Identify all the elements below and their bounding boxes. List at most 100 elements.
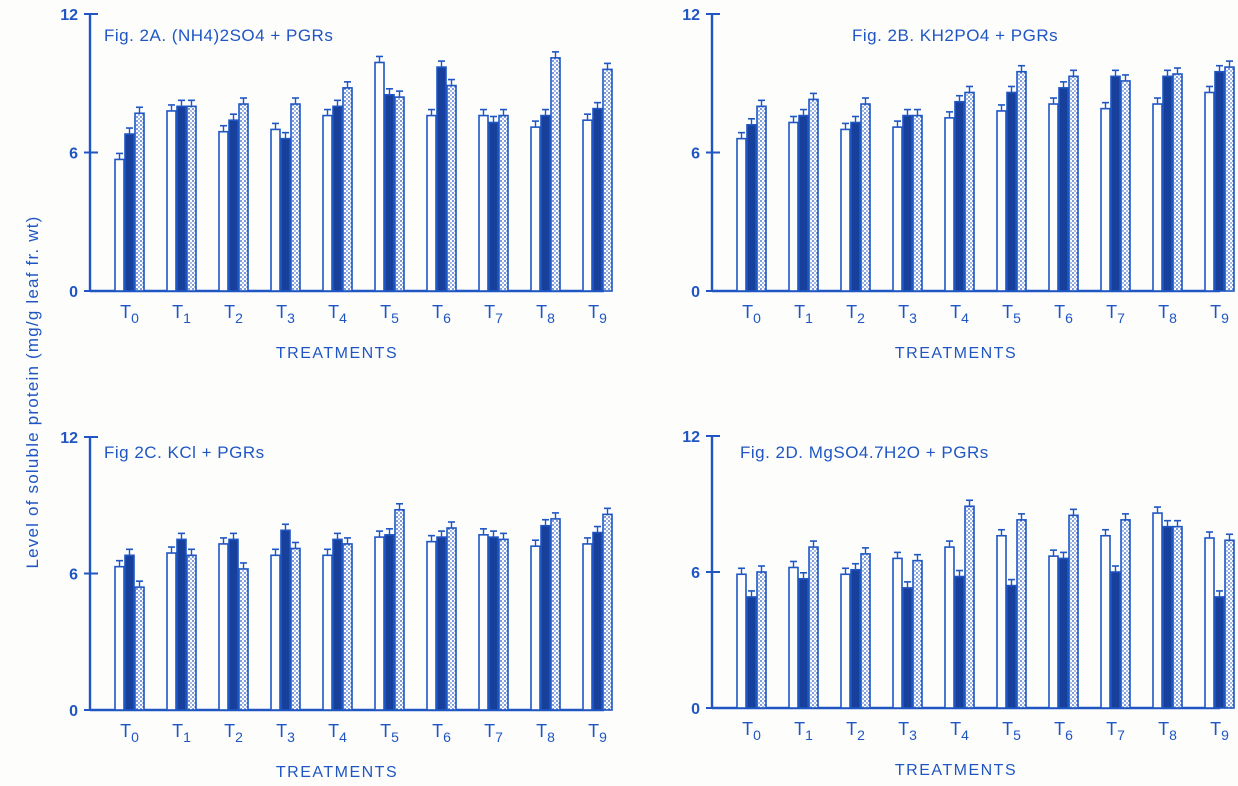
bar-t6-s2 bbox=[1058, 87, 1069, 292]
bar-t4-s1 bbox=[322, 114, 333, 292]
bar-t7-s2 bbox=[1110, 571, 1121, 709]
bar-t4-s2 bbox=[954, 575, 965, 709]
bar-t8-s1 bbox=[530, 126, 541, 292]
bar-t9-s2 bbox=[592, 531, 603, 711]
x-tick-label: T5 bbox=[1002, 302, 1021, 326]
x-tick-label: T5 bbox=[1002, 719, 1021, 743]
bar-t7-s3 bbox=[498, 114, 509, 292]
bar-t1-s3 bbox=[808, 546, 819, 709]
x-tick-label: T1 bbox=[794, 302, 813, 326]
bar-t8-s2 bbox=[1162, 525, 1173, 709]
bar-t3-s1 bbox=[270, 554, 281, 711]
bar-t9-s3 bbox=[602, 68, 613, 292]
y-tick-label: 6 bbox=[691, 146, 700, 163]
x-tick-label: T4 bbox=[950, 302, 969, 326]
x-tick-label: T1 bbox=[172, 302, 191, 326]
bar-t8-s1 bbox=[530, 545, 541, 711]
bar-t1-s2 bbox=[798, 114, 809, 292]
x-tick-label: T8 bbox=[536, 302, 555, 326]
x-tick-label: T0 bbox=[742, 302, 761, 326]
x-axis-label: TREATMENTS bbox=[895, 762, 1017, 779]
bar-t7-s1 bbox=[1100, 107, 1111, 292]
bar-t2-s2 bbox=[228, 538, 239, 711]
x-tick-label: T9 bbox=[588, 302, 607, 326]
bar-t5-s2 bbox=[1006, 584, 1017, 709]
bar-t7-s1 bbox=[478, 534, 489, 711]
bar-t0-s2 bbox=[746, 124, 757, 292]
bar-t8-s2 bbox=[540, 114, 551, 292]
bar-t5-s1 bbox=[374, 61, 385, 292]
y-tick-label: 0 bbox=[691, 284, 700, 301]
bar-t7-s2 bbox=[1110, 75, 1121, 292]
x-tick-label: T6 bbox=[1054, 719, 1073, 743]
x-tick-label: T9 bbox=[1210, 719, 1229, 743]
x-tick-label: T2 bbox=[224, 302, 243, 326]
bar-t5-s2 bbox=[384, 93, 395, 292]
bar-t6-s3 bbox=[446, 84, 457, 292]
bar-t2-s3 bbox=[860, 553, 871, 709]
bar-t8-s3 bbox=[550, 518, 561, 711]
bar-t4-s3 bbox=[964, 91, 975, 292]
bar-t4-s2 bbox=[332, 538, 343, 711]
x-tick-label: T8 bbox=[1158, 719, 1177, 743]
bar-t9-s3 bbox=[1224, 66, 1235, 292]
bar-t8-s2 bbox=[540, 524, 551, 711]
x-tick-label: T5 bbox=[380, 721, 399, 745]
x-tick-label: T4 bbox=[328, 721, 347, 745]
y-tick-label: 0 bbox=[69, 703, 78, 720]
x-tick-label: T1 bbox=[172, 721, 191, 745]
x-tick-label: T8 bbox=[536, 721, 555, 745]
bar-t6-s1 bbox=[426, 540, 437, 711]
chart-panel-1: 0 6 12 Fig. 2A. (NH4)2SO4 + PGRs T0 T1 T2 T3 T4 T… bbox=[60, 7, 613, 362]
bar-t6-s2 bbox=[436, 66, 447, 292]
y-tick-label: 12 bbox=[682, 429, 700, 446]
bar-t9-s1 bbox=[1204, 91, 1215, 292]
bar-t9-s2 bbox=[592, 107, 603, 292]
bar-t9-s2 bbox=[1214, 70, 1225, 292]
y-axis-label: Level of soluble protein (mg/g leaf fr. … bbox=[23, 215, 42, 568]
chart-panel-4: 0 6 12 Fig. 2D. MgSO4.7H2O + PGRs T0 T1 T2 T3 T4… bbox=[682, 429, 1235, 779]
bar-t8-s1 bbox=[1152, 512, 1163, 709]
bar-t3-s1 bbox=[270, 128, 281, 292]
bar-t4-s1 bbox=[322, 554, 333, 711]
bar-t2-s2 bbox=[850, 121, 861, 292]
x-tick-label: T8 bbox=[1158, 302, 1177, 326]
bar-t1-s1 bbox=[788, 121, 799, 292]
bar-t9-s1 bbox=[582, 543, 593, 711]
bar-t3-s1 bbox=[892, 126, 903, 292]
bar-t7-s2 bbox=[488, 536, 499, 711]
y-tick-label: 12 bbox=[60, 7, 78, 24]
bar-t0-s3 bbox=[134, 586, 145, 711]
bar-t9-s3 bbox=[602, 513, 613, 711]
bar-t8-s3 bbox=[1172, 73, 1183, 292]
bar-t9-s3 bbox=[1224, 539, 1235, 709]
y-tick-label: 0 bbox=[691, 701, 700, 718]
bar-t1-s2 bbox=[798, 577, 809, 709]
chart-title: Fig. 2D. MgSO4.7H2O + PGRs bbox=[740, 443, 989, 462]
bar-t1-s2 bbox=[176, 538, 187, 711]
x-tick-label: T6 bbox=[432, 302, 451, 326]
y-tick-label: 6 bbox=[69, 567, 78, 584]
x-tick-label: T7 bbox=[484, 721, 503, 745]
x-tick-label: T2 bbox=[224, 721, 243, 745]
y-tick-label: 6 bbox=[69, 146, 78, 163]
bar-t6-s1 bbox=[1048, 555, 1059, 709]
y-tick-label: 12 bbox=[60, 430, 78, 447]
y-tick-label: 0 bbox=[69, 284, 78, 301]
x-tick-label: T6 bbox=[1054, 302, 1073, 326]
x-tick-label: T7 bbox=[1106, 719, 1125, 743]
bar-t5-s2 bbox=[1006, 91, 1017, 292]
chart-title: Fig 2C. KCl + PGRs bbox=[104, 443, 265, 462]
x-axis-label: TREATMENTS bbox=[276, 345, 398, 362]
x-tick-label: T1 bbox=[794, 719, 813, 743]
bar-t7-s3 bbox=[1120, 80, 1131, 292]
bar-t3-s3 bbox=[912, 559, 923, 709]
x-tick-label: T0 bbox=[120, 721, 139, 745]
bar-t5-s3 bbox=[1016, 70, 1027, 292]
x-tick-label: T2 bbox=[846, 302, 865, 326]
x-tick-label: T3 bbox=[898, 302, 917, 326]
bar-t3-s2 bbox=[280, 529, 291, 711]
bar-t0-s3 bbox=[756, 105, 767, 292]
x-tick-label: T3 bbox=[898, 719, 917, 743]
